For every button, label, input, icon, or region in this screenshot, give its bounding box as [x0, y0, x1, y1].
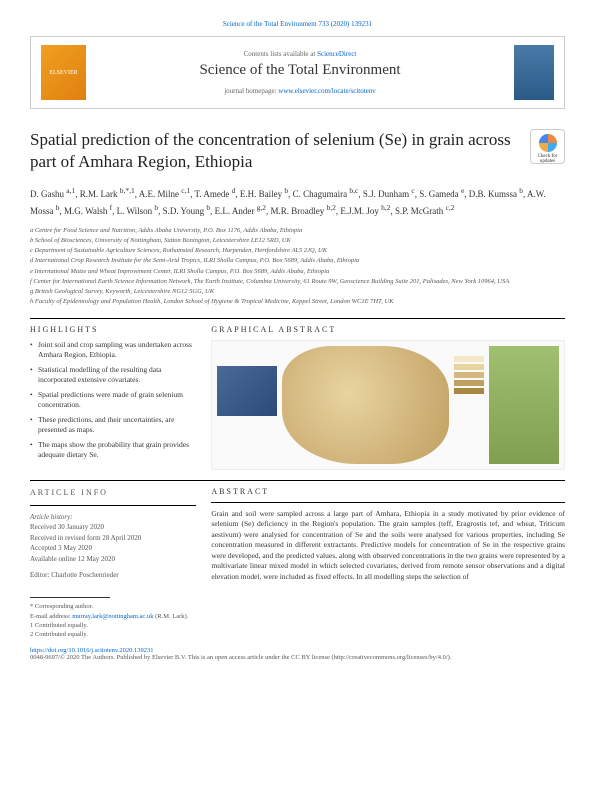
corresponding-note: * Corresponding author.: [30, 602, 565, 611]
email-name: (R.M. Lark).: [153, 613, 188, 620]
affiliation-item: d International Crop Research Institute …: [30, 256, 565, 265]
homepage-prefix: journal homepage:: [224, 87, 278, 95]
contrib-note-2: 2 Contributed equally.: [30, 630, 565, 639]
journal-cover-thumb: [514, 45, 554, 100]
abstract-heading: ABSTRACT: [211, 487, 565, 496]
homepage-link[interactable]: www.elsevier.com/locate/scitotenv: [278, 87, 376, 95]
affiliation-item: c Department of Sustainable Agriculture …: [30, 246, 565, 255]
check-updates-label: Check for updates: [538, 154, 558, 164]
article-info-section: ARTICLE INFO Article history: Received 3…: [30, 487, 196, 583]
cc-close: ).: [448, 654, 452, 661]
legend-swatch: [454, 388, 484, 394]
contrib-note-1: 1 Contributed equally.: [30, 621, 565, 630]
elsevier-logo: ELSEVIER: [41, 45, 86, 100]
editor-line: Editor: Charlotte Poschenrieder: [30, 570, 196, 581]
received-date: Received 30 January 2020: [30, 522, 196, 533]
issn-text: 0048-9697/© 2020 The Authors. Published …: [30, 654, 334, 661]
affiliation-item: b School of Biosciences, University of N…: [30, 236, 565, 245]
highlight-item: These predictions, and their uncertainti…: [30, 415, 196, 436]
citation-header: Science of the Total Environment 733 (20…: [30, 20, 565, 28]
graphical-abstract-section: GRAPHICAL ABSTRACT: [211, 325, 565, 470]
check-updates-badge[interactable]: Check for updates: [530, 129, 565, 164]
affiliations-list: a Centre for Food Science and Nutrition,…: [30, 226, 565, 306]
contents-line: Contents lists available at ScienceDirec…: [96, 50, 504, 58]
highlight-item: The maps show the probability that grain…: [30, 440, 196, 461]
highlight-item: Statistical modelling of the resulting d…: [30, 365, 196, 386]
legend-swatch: [454, 364, 484, 370]
email-link[interactable]: murray.lark@nottingham.ac.uk: [72, 613, 153, 620]
highlights-section: HIGHLIGHTS Joint soil and crop sampling …: [30, 325, 196, 470]
highlights-heading: HIGHLIGHTS: [30, 325, 196, 334]
legend-swatch: [454, 356, 484, 362]
graphical-abstract-image: [211, 340, 565, 470]
sciencedirect-link[interactable]: ScienceDirect: [317, 50, 356, 58]
affiliation-item: e International Maize and Wheat Improvem…: [30, 267, 565, 276]
cc-link[interactable]: http://creativecommons.org/licenses/by/4…: [334, 654, 448, 661]
affiliation-item: a Centre for Food Science and Nutrition,…: [30, 226, 565, 235]
email-label: E-mail address:: [30, 613, 72, 620]
highlight-item: Spatial predictions were made of grain s…: [30, 390, 196, 411]
contents-prefix: Contents lists available at: [244, 50, 318, 58]
online-date: Available online 12 May 2020: [30, 554, 196, 565]
doi-line: https://doi.org/10.1016/j.scitotenv.2020…: [30, 647, 565, 654]
highlight-item: Joint soil and crop sampling was underta…: [30, 340, 196, 361]
journal-homepage: journal homepage: www.elsevier.com/locat…: [96, 87, 504, 95]
legend-swatch: [454, 372, 484, 378]
affiliation-item: h Faculty of Epidemiology and Population…: [30, 297, 565, 306]
graphical-abstract-heading: GRAPHICAL ABSTRACT: [211, 325, 565, 334]
copyright-line: 0048-9697/© 2020 The Authors. Published …: [30, 654, 565, 661]
affiliation-item: f Center for International Earth Science…: [30, 277, 565, 286]
legend-swatch: [454, 380, 484, 386]
email-line: E-mail address: murray.lark@nottingham.a…: [30, 612, 565, 621]
footer-notes: * Corresponding author. E-mail address: …: [30, 597, 565, 638]
journal-title: Science of the Total Environment: [96, 62, 504, 79]
abstract-section: ABSTRACT Grain and soil were sampled acr…: [211, 487, 565, 583]
authors-list: D. Gashu a,1, R.M. Lark b,*,1, A.E. Miln…: [30, 185, 565, 218]
accepted-date: Accepted 3 May 2020: [30, 543, 196, 554]
affiliation-item: g British Geological Survey, Keyworth, L…: [30, 287, 565, 296]
doi-link[interactable]: https://doi.org/10.1016/j.scitotenv.2020…: [30, 647, 154, 654]
article-info-heading: ARTICLE INFO: [30, 487, 196, 499]
revised-date: Received in revised form 28 April 2020: [30, 533, 196, 544]
highlights-list: Joint soil and crop sampling was underta…: [30, 340, 196, 461]
ga-field-photo: [489, 346, 559, 464]
journal-header: ELSEVIER Contents lists available at Sci…: [30, 36, 565, 109]
ga-satellite-icon: [217, 366, 277, 416]
ga-map: [282, 346, 449, 464]
history-label: Article history:: [30, 512, 196, 523]
abstract-text: Grain and soil were sampled across a lar…: [211, 509, 565, 583]
article-title: Spatial prediction of the concentration …: [30, 129, 565, 173]
ga-legend: [454, 346, 484, 464]
